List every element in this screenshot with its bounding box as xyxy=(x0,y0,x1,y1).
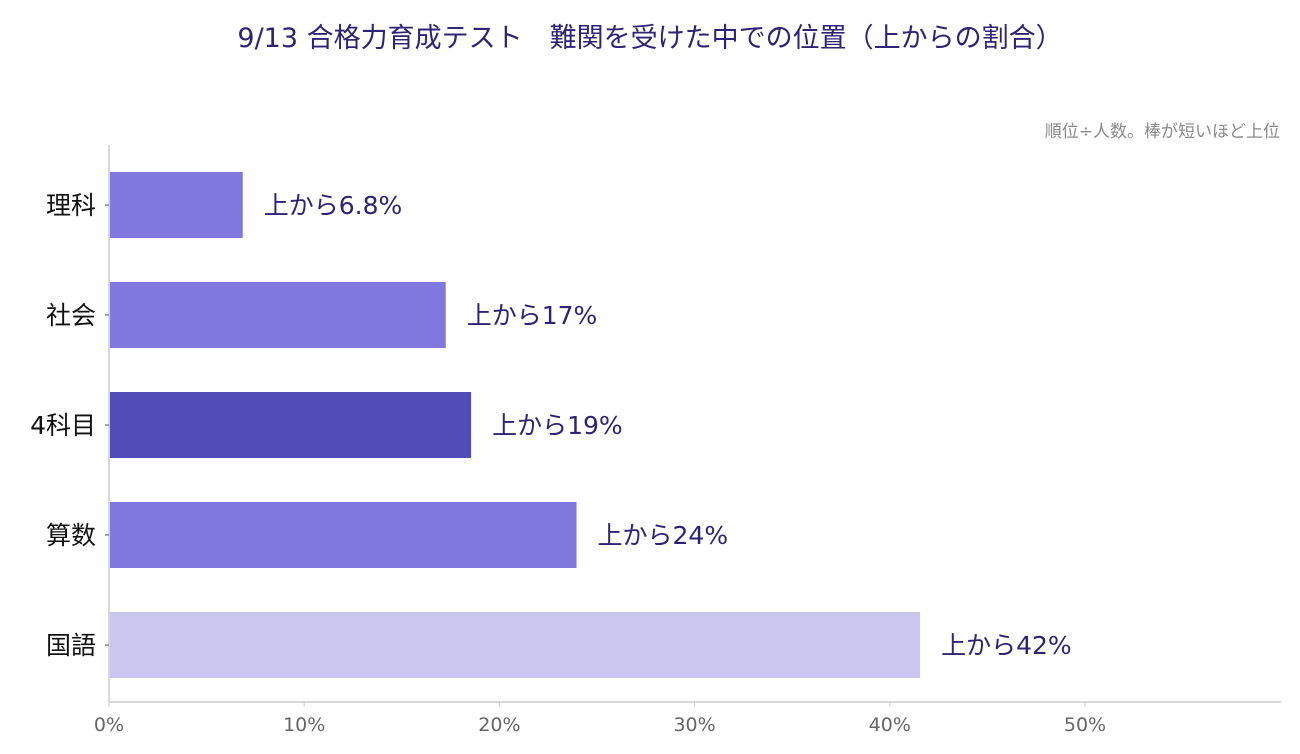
bar-3 xyxy=(110,392,472,458)
x-tick-label: 30% xyxy=(673,714,715,736)
bars-layer: 上から6.8% 上から17% 上から19% 上から24% 上から42% xyxy=(110,172,1072,678)
category-label: 国語 xyxy=(46,631,96,660)
value-label: 上から6.8% xyxy=(264,191,403,220)
bar-4 xyxy=(110,502,577,568)
value-label: 上から19% xyxy=(492,411,623,440)
bar-1 xyxy=(110,172,243,238)
chart-note: 順位÷人数。棒が短いほど上位 xyxy=(1044,122,1280,142)
value-label: 上から42% xyxy=(941,631,1072,660)
x-tick-label: 10% xyxy=(283,714,325,736)
category-label: 4科目 xyxy=(30,411,96,440)
value-label: 上から24% xyxy=(598,521,729,550)
x-tick-label: 50% xyxy=(1064,714,1106,736)
value-label: 上から17% xyxy=(467,301,598,330)
x-tick-label: 40% xyxy=(869,714,911,736)
category-label: 理科 xyxy=(46,191,96,220)
bar-2 xyxy=(110,282,446,348)
x-tick-label: 20% xyxy=(478,714,520,736)
chart-title: 9/13 合格力育成テスト 難関を受けた中での位置（上からの割合） xyxy=(237,23,1063,54)
category-label: 社会 xyxy=(46,301,96,330)
bar-5 xyxy=(110,612,921,678)
x-tick-label: 0% xyxy=(94,714,124,736)
category-label: 算数 xyxy=(46,521,96,550)
